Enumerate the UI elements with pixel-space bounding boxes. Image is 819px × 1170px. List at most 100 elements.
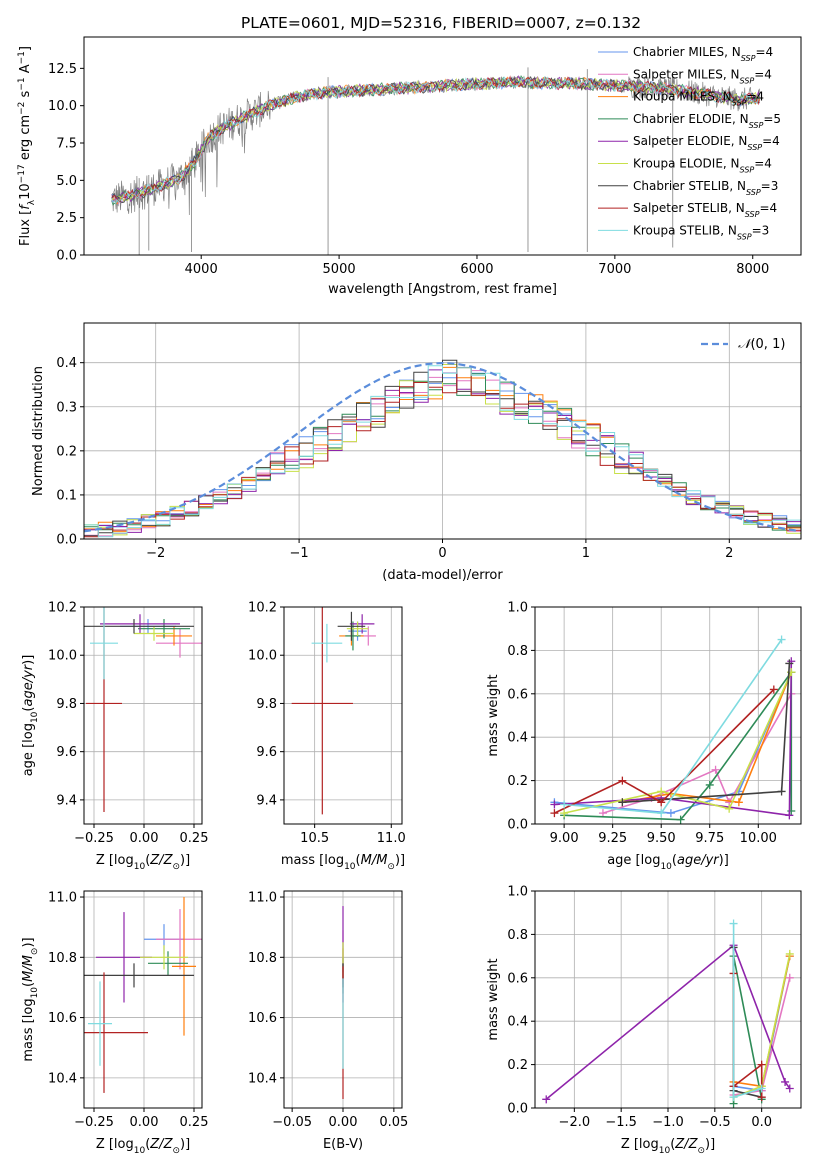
y-tick-label: 7.5 xyxy=(56,137,77,152)
mass-weight-marker xyxy=(550,800,559,809)
legend-label-base: Chabrier STELIB, N xyxy=(633,179,746,193)
age_vs_mass-x-label: mass [log10(M/M⊙)] xyxy=(281,853,405,872)
label-part: −2 xyxy=(17,102,27,115)
label-part: λ xyxy=(27,199,37,205)
x-tick-label: 0.00 xyxy=(329,1115,358,1130)
massweight_vs_Z-x-label: Z [log10(Z/Z⊙)] xyxy=(621,1137,715,1156)
mass-weight-marker xyxy=(781,1077,790,1086)
label-part: M/M xyxy=(21,955,36,982)
label-part: )] xyxy=(395,853,405,868)
legend-label-sub: SSP xyxy=(747,143,762,152)
legend-label: Salpeter ELODIE, NSSP=4 xyxy=(633,134,780,152)
legend-gaussian-label: 𝒩(0, 1) xyxy=(738,337,785,352)
axes-frame xyxy=(83,36,802,256)
label-part: 10 xyxy=(18,183,33,200)
mass-weight-marker xyxy=(542,1095,551,1104)
label-part: E(B-V) xyxy=(323,1137,363,1152)
x-tick-label: 0.0 xyxy=(751,1115,772,1130)
mass-weight-series-1 xyxy=(554,671,793,814)
legend-label-sub: SSP xyxy=(746,187,761,196)
x-tick-label: −2 xyxy=(146,546,165,561)
massweight_vs_age-y-label: mass weight xyxy=(486,674,501,756)
legend-label-base: Kroupa MILES, N xyxy=(633,90,732,104)
mass-weight-marker xyxy=(757,1084,766,1093)
x-tick-label: 0.25 xyxy=(180,831,209,846)
legend-label: Kroupa MILES, NSSP=4 xyxy=(633,90,764,108)
mass-weight-series-3 xyxy=(622,671,793,804)
label-part: 10 xyxy=(30,987,40,999)
panel-massweight_vs_Z: −2.0 −1.5 −1.0 −0.5 0.0 0.0 0.2 0.4 0.6 0.8 1.0 Z [… xyxy=(486,885,802,1156)
mass-weight-marker xyxy=(769,685,778,694)
label-part: −1 xyxy=(17,77,27,90)
mass-weight-series-4 xyxy=(732,955,763,1104)
label-part: ( xyxy=(21,707,36,712)
axes-frame xyxy=(83,890,203,1109)
label-part: 10 xyxy=(660,862,672,872)
mass-weight-marker xyxy=(657,809,666,818)
mass-weight-marker xyxy=(729,1093,738,1102)
x-tick-label: −0.05 xyxy=(272,1115,312,1130)
label-part: )] xyxy=(21,655,36,665)
legend-label-tail: =4 xyxy=(754,67,772,81)
label-part: ( xyxy=(145,1137,150,1152)
massweight_vs_age-x-label: age [log10(age/yr)] xyxy=(607,853,729,872)
y-tick-label: 9.4 xyxy=(56,793,77,808)
legend-label-tail: =3 xyxy=(752,223,770,237)
legend-label: Kroupa STELIB, NSSP=3 xyxy=(633,223,769,241)
plot-area xyxy=(542,919,794,1108)
mass-weight-marker xyxy=(705,780,714,789)
legend-label-tail: =4 xyxy=(754,157,772,171)
x-tick-label: 10.5 xyxy=(300,831,329,846)
y-tick-label: 0.1 xyxy=(56,488,77,503)
y-tick-label: 10.2 xyxy=(248,601,277,616)
mass-weight-marker xyxy=(618,776,627,785)
mass-weight-series-5 xyxy=(554,661,793,817)
legend-label-sub: SSP xyxy=(737,232,752,241)
residual-histogram-7 xyxy=(84,359,801,539)
mass-weight-marker xyxy=(785,811,794,820)
x-tick-label: 7000 xyxy=(598,262,631,277)
gaussian-curve xyxy=(84,361,799,533)
label-part: mass weight xyxy=(486,674,501,756)
label-part: mass [log xyxy=(281,853,344,868)
y-tick-label: 5.0 xyxy=(56,174,77,189)
x-tick-label: −2.0 xyxy=(559,1115,591,1130)
label-part: M/M xyxy=(361,853,388,868)
legend-label-base: Salpeter STELIB, N xyxy=(633,201,745,215)
y-tick-label: 10.2 xyxy=(48,601,77,616)
y-tick-label: 0.0 xyxy=(56,533,77,548)
mass-weight-marker xyxy=(725,804,734,813)
legend-label-tail: =4 xyxy=(755,45,773,59)
spectrum-x-label: wavelength [Angstrom, rest frame] xyxy=(328,282,557,297)
label-part: ( xyxy=(21,982,36,987)
mass-weight-series-6 xyxy=(563,671,793,814)
panel-age_vs_mass: 10.5 11.0 9.4 9.6 9.8 10.0 10.2 mass [log10(M/M… xyxy=(248,601,406,873)
mass-weight-marker xyxy=(777,787,786,796)
y-tick-label: 0.4 xyxy=(507,1015,528,1030)
label-part: age [log xyxy=(21,723,36,776)
y-tick-label: 0.4 xyxy=(507,731,528,746)
x-tick-label: 9.50 xyxy=(647,831,676,846)
y-tick-label: 1.0 xyxy=(507,601,528,616)
residual-histogram-9 xyxy=(84,365,801,539)
mass-weight-marker xyxy=(598,809,607,818)
x-tick-label: 6000 xyxy=(460,262,493,277)
figure-title: PLATE=0601, MJD=52316, FIBERID=0007, z=0… xyxy=(241,14,641,32)
mass-weight-marker xyxy=(560,800,569,809)
legend-label: Kroupa ELODIE, NSSP=4 xyxy=(633,157,772,175)
y-tick-label: 10.0 xyxy=(48,99,77,114)
label-part: wavelength [Angstrom, rest frame] xyxy=(328,282,557,297)
panel-age_vs_Z: −0.25 0.00 0.259.49.69.810.010.2Z [log10(Z… xyxy=(21,601,209,873)
age_vs_Z-x-label: Z [log10(Z/Z⊙)] xyxy=(96,853,190,872)
label-part: (data-model)/error xyxy=(382,568,503,583)
label-part: ⊙ xyxy=(172,862,180,872)
legend-label-base: Salpeter ELODIE, N xyxy=(633,134,747,148)
mass-weight-marker xyxy=(711,765,720,774)
x-tick-label: 0.00 xyxy=(130,831,159,846)
massweight_vs_Z-y-label: mass weight xyxy=(486,958,501,1040)
mass-weight-marker xyxy=(657,798,666,807)
x-tick-label: 9.25 xyxy=(598,831,627,846)
axes-frame xyxy=(283,606,403,825)
